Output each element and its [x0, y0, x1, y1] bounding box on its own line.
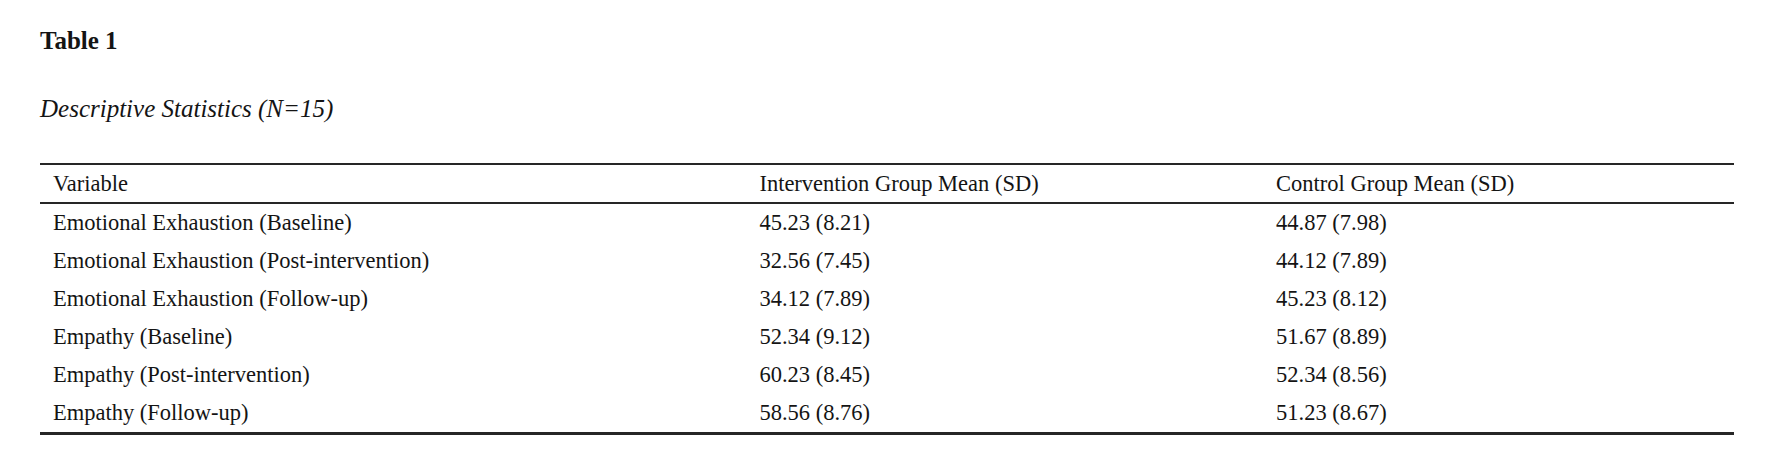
cell-variable: Emotional Exhaustion (Follow-up) — [40, 280, 746, 318]
cell-control-mean: 51.67 (8.89) — [1263, 318, 1734, 356]
cell-variable: Empathy (Follow-up) — [40, 394, 746, 434]
column-header-control-group: Control Group Mean (SD) — [1263, 164, 1734, 203]
header-row: Variable Intervention Group Mean (SD) Co… — [40, 164, 1734, 203]
column-header-intervention-group: Intervention Group Mean (SD) — [746, 164, 1263, 203]
cell-intervention-mean: 60.23 (8.45) — [746, 356, 1263, 394]
column-header-variable: Variable — [40, 164, 746, 203]
cell-control-mean: 52.34 (8.56) — [1263, 356, 1734, 394]
cell-control-mean: 45.23 (8.12) — [1263, 280, 1734, 318]
table-body: Emotional Exhaustion (Baseline) 45.23 (8… — [40, 203, 1734, 434]
cell-intervention-mean: 58.56 (8.76) — [746, 394, 1263, 434]
cell-variable: Empathy (Baseline) — [40, 318, 746, 356]
cell-intervention-mean: 52.34 (9.12) — [746, 318, 1263, 356]
cell-intervention-mean: 45.23 (8.21) — [746, 203, 1263, 242]
table-row: Emotional Exhaustion (Follow-up) 34.12 (… — [40, 280, 1734, 318]
document-page: Table 1 Descriptive Statistics (N=15) Va… — [0, 0, 1766, 435]
table-row: Emotional Exhaustion (Baseline) 45.23 (8… — [40, 203, 1734, 242]
cell-control-mean: 44.87 (7.98) — [1263, 203, 1734, 242]
descriptive-statistics-table: Variable Intervention Group Mean (SD) Co… — [40, 163, 1734, 435]
table-row: Emotional Exhaustion (Post-intervention)… — [40, 242, 1734, 280]
table-row: Empathy (Baseline) 52.34 (9.12) 51.67 (8… — [40, 318, 1734, 356]
table-row: Empathy (Follow-up) 58.56 (8.76) 51.23 (… — [40, 394, 1734, 434]
cell-control-mean: 51.23 (8.67) — [1263, 394, 1734, 434]
cell-variable: Emotional Exhaustion (Post-intervention) — [40, 242, 746, 280]
table-caption: Descriptive Statistics (N=15) — [40, 94, 1732, 124]
cell-intervention-mean: 34.12 (7.89) — [746, 280, 1263, 318]
cell-variable: Emotional Exhaustion (Baseline) — [40, 203, 746, 242]
cell-intervention-mean: 32.56 (7.45) — [746, 242, 1263, 280]
table-header: Variable Intervention Group Mean (SD) Co… — [40, 164, 1734, 203]
table-row: Empathy (Post-intervention) 60.23 (8.45)… — [40, 356, 1734, 394]
cell-control-mean: 44.12 (7.89) — [1263, 242, 1734, 280]
cell-variable: Empathy (Post-intervention) — [40, 356, 746, 394]
table-label: Table 1 — [40, 27, 1732, 54]
